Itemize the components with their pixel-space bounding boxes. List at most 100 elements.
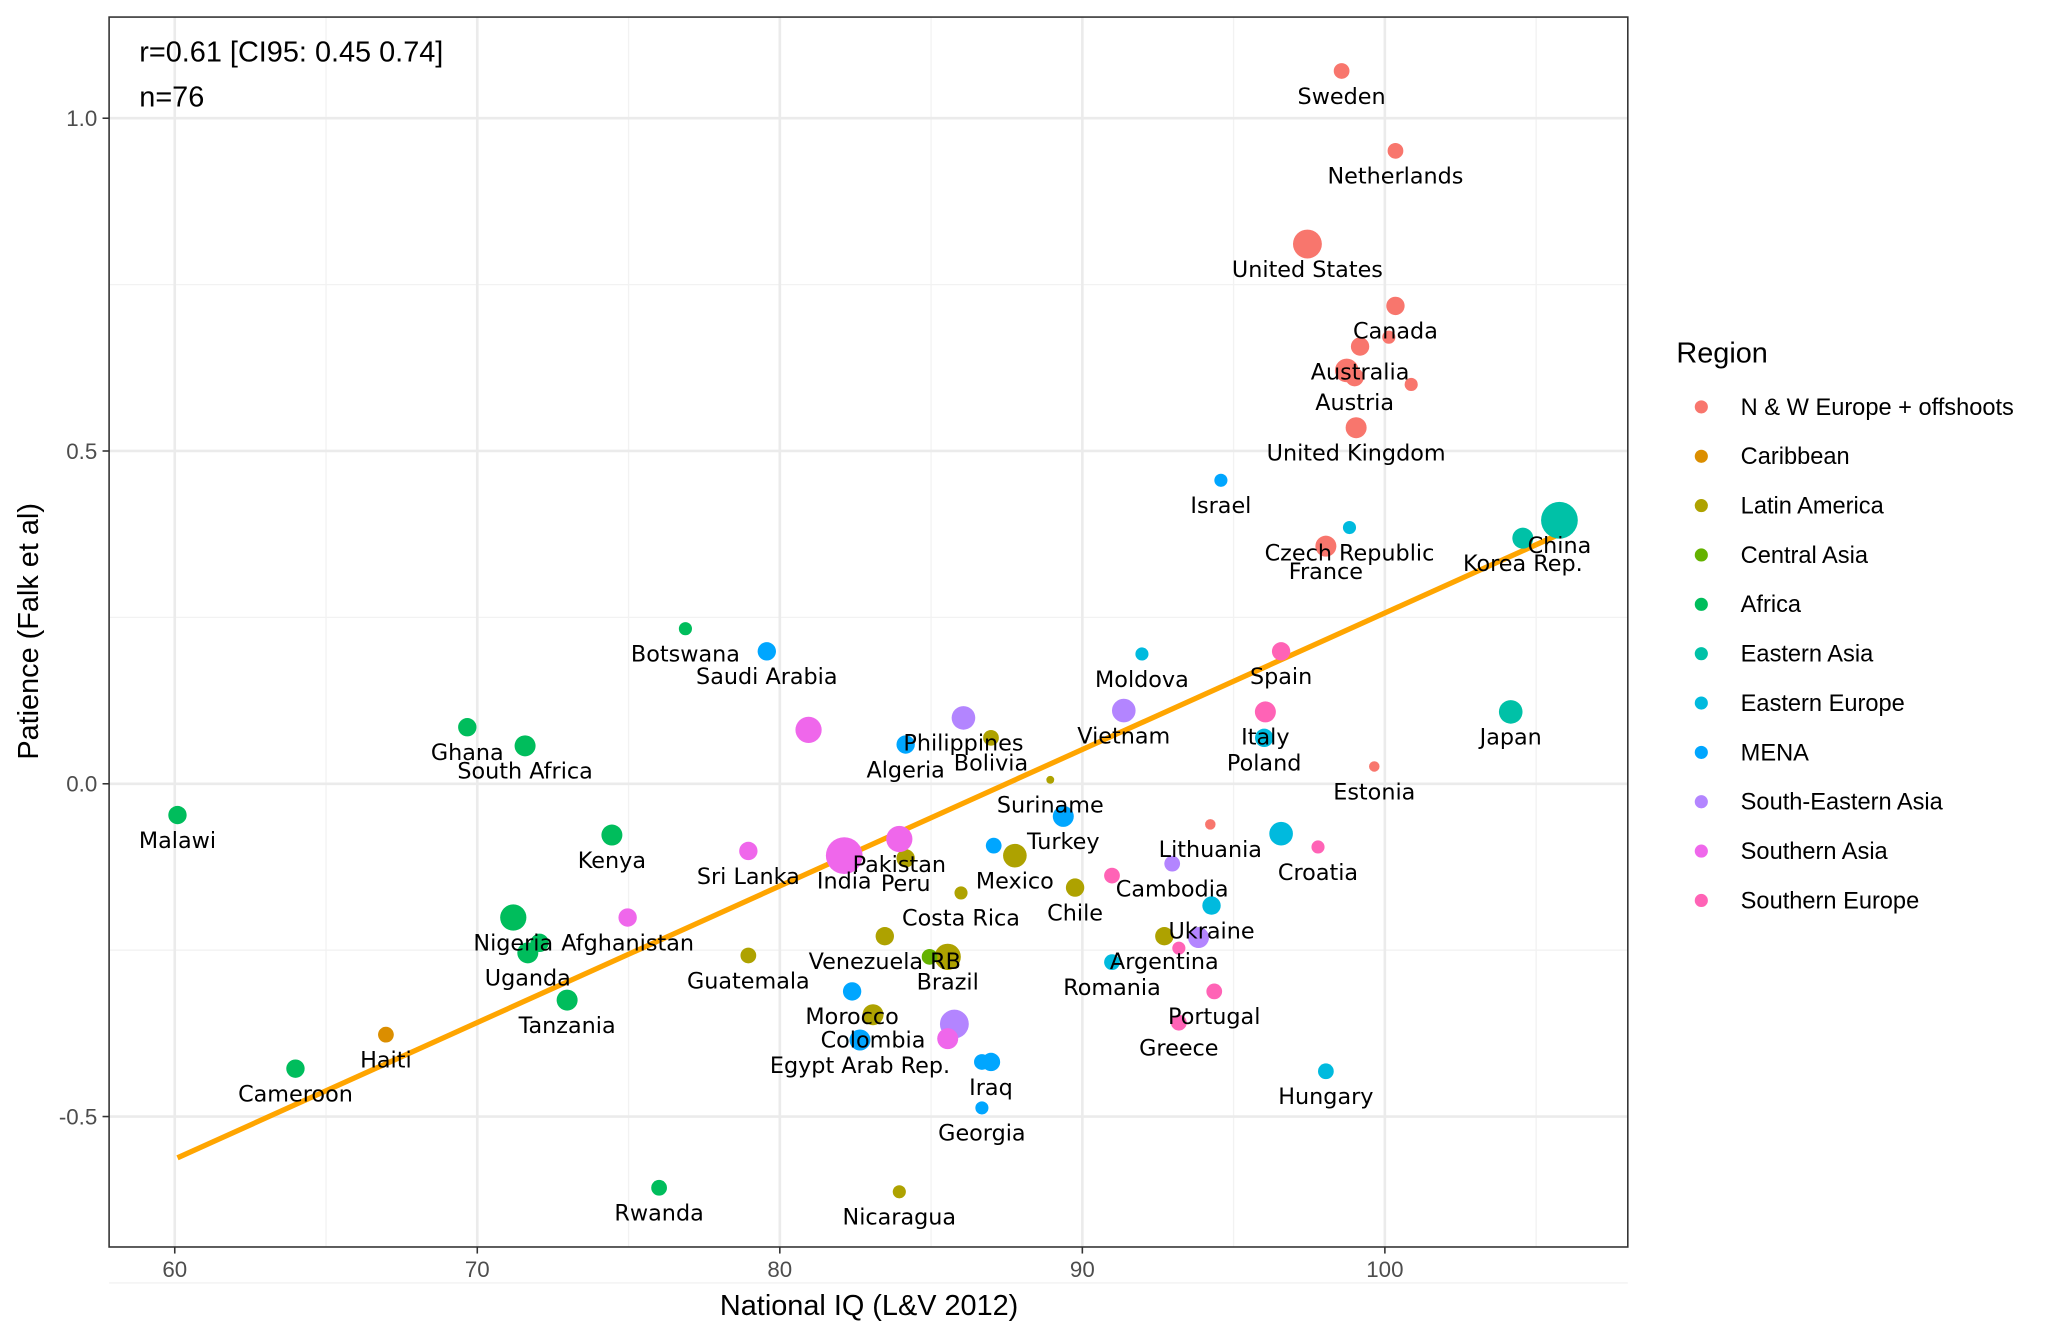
- data-point: [825, 837, 863, 875]
- point-label: South Africa: [457, 759, 592, 785]
- point-label: Hungary: [1278, 1084, 1373, 1110]
- point-label: Kenya: [578, 848, 646, 874]
- legend-title: Region: [1676, 337, 1767, 369]
- data-point: [886, 825, 913, 853]
- point-label: Colombia: [821, 1028, 926, 1054]
- point-label: France: [1289, 559, 1363, 585]
- x-tick-label: 90: [1070, 1257, 1095, 1282]
- data-point: [862, 1004, 884, 1026]
- point-label: Malawi: [139, 828, 216, 854]
- point-label: Cambodia: [1116, 876, 1229, 902]
- point-label: Brazil: [917, 970, 979, 996]
- data-point: [168, 805, 187, 825]
- data-point: [1170, 1014, 1187, 1031]
- data-point: [921, 948, 938, 965]
- point-label: Korea Rep.: [1463, 551, 1583, 577]
- point-label: Moldova: [1095, 667, 1189, 693]
- legend-swatch: [1694, 844, 1708, 858]
- data-point: [875, 926, 894, 946]
- legend-entry: Eastern Europe: [1741, 691, 1905, 717]
- x-tick-label: 70: [465, 1257, 490, 1282]
- data-point: [937, 1028, 959, 1050]
- point-label: Australia: [1311, 359, 1410, 385]
- data-point: [849, 1029, 871, 1051]
- data-point: [601, 824, 623, 846]
- data-point: [1512, 527, 1534, 549]
- point-label: Netherlands: [1328, 164, 1464, 190]
- point-label: Japan: [1478, 725, 1542, 751]
- point-label: Croatia: [1278, 860, 1358, 886]
- data-point: [678, 622, 692, 636]
- point-label: Greece: [1139, 1036, 1218, 1062]
- data-point: [1188, 927, 1210, 949]
- data-point: [757, 642, 776, 661]
- x-tick-label: 100: [1366, 1257, 1403, 1282]
- point-label: Algeria: [866, 757, 944, 783]
- legend-entry: South-Eastern Asia: [1741, 790, 1944, 816]
- y-tick-label: 0.5: [66, 439, 97, 464]
- point-label: India: [817, 868, 872, 894]
- legend-swatch: [1694, 745, 1708, 759]
- data-point: [1206, 983, 1223, 1000]
- data-point: [1345, 417, 1367, 439]
- point-label: Saudi Arabia: [696, 664, 837, 690]
- point-label: Argentina: [1110, 949, 1219, 975]
- data-point: [1345, 367, 1364, 387]
- data-point: [517, 942, 539, 964]
- point-label: Lithuania: [1159, 837, 1262, 863]
- point-label: Ukraine: [1168, 918, 1254, 944]
- legend-entry: Africa: [1741, 592, 1802, 618]
- legend-swatch: [1694, 400, 1708, 414]
- data-point: [954, 886, 968, 900]
- data-point: [1155, 926, 1174, 946]
- data-point: [458, 718, 477, 737]
- point-label: Chile: [1047, 900, 1103, 926]
- legend-entry: Southern Asia: [1741, 839, 1889, 865]
- point-label: Afghanistan: [561, 930, 694, 956]
- data-point: [500, 904, 527, 931]
- data-point: [983, 729, 999, 746]
- point-label: Rwanda: [614, 1201, 703, 1227]
- point-label: Philippines: [903, 731, 1023, 757]
- data-point: [556, 989, 578, 1011]
- data-point: [1205, 819, 1216, 830]
- data-point: [1046, 775, 1055, 784]
- data-point: [981, 1052, 1001, 1072]
- point-label: Italy: [1241, 725, 1289, 751]
- legend-entry: Eastern Asia: [1741, 642, 1874, 668]
- points-layer: [168, 63, 1578, 1199]
- data-point: [1254, 728, 1274, 748]
- y-tick-label: -0.5: [59, 1104, 97, 1129]
- regression-line: [176, 531, 1561, 1161]
- data-point: [1404, 377, 1418, 392]
- legend-entry: Caribbean: [1741, 444, 1850, 470]
- data-point: [934, 943, 961, 970]
- point-label: United States: [1232, 257, 1383, 283]
- data-point: [1254, 701, 1276, 723]
- data-point: [1052, 805, 1074, 827]
- data-point: [1333, 63, 1350, 79]
- y-axis-title: Patience (Falk et al): [13, 503, 45, 760]
- point-label: Cameroon: [238, 1081, 353, 1107]
- y-tick-label: 0.0: [66, 772, 97, 797]
- data-point: [1202, 896, 1221, 915]
- correlation-annotation: r=0.61 [CI95: 0.45 0.74]: [139, 37, 443, 69]
- data-point: [1164, 855, 1181, 872]
- n-annotation: n=76: [139, 81, 204, 113]
- data-point: [985, 837, 1002, 854]
- data-point: [1382, 330, 1396, 344]
- point-label: Canada: [1353, 319, 1438, 345]
- data-point: [842, 982, 862, 1001]
- legend-swatch: [1694, 597, 1708, 611]
- point-label: Austria: [1315, 390, 1394, 416]
- data-point: [1292, 229, 1322, 259]
- point-label: Iraq: [969, 1075, 1013, 1101]
- data-point: [1172, 941, 1186, 955]
- point-label: Spain: [1250, 664, 1312, 690]
- data-point: [795, 716, 822, 743]
- point-label: Haiti: [360, 1047, 412, 1073]
- point-label: China: [1528, 533, 1592, 559]
- point-label: Costa Rica: [902, 906, 1020, 932]
- data-point: [1350, 337, 1370, 356]
- legend-swatch: [1694, 795, 1708, 809]
